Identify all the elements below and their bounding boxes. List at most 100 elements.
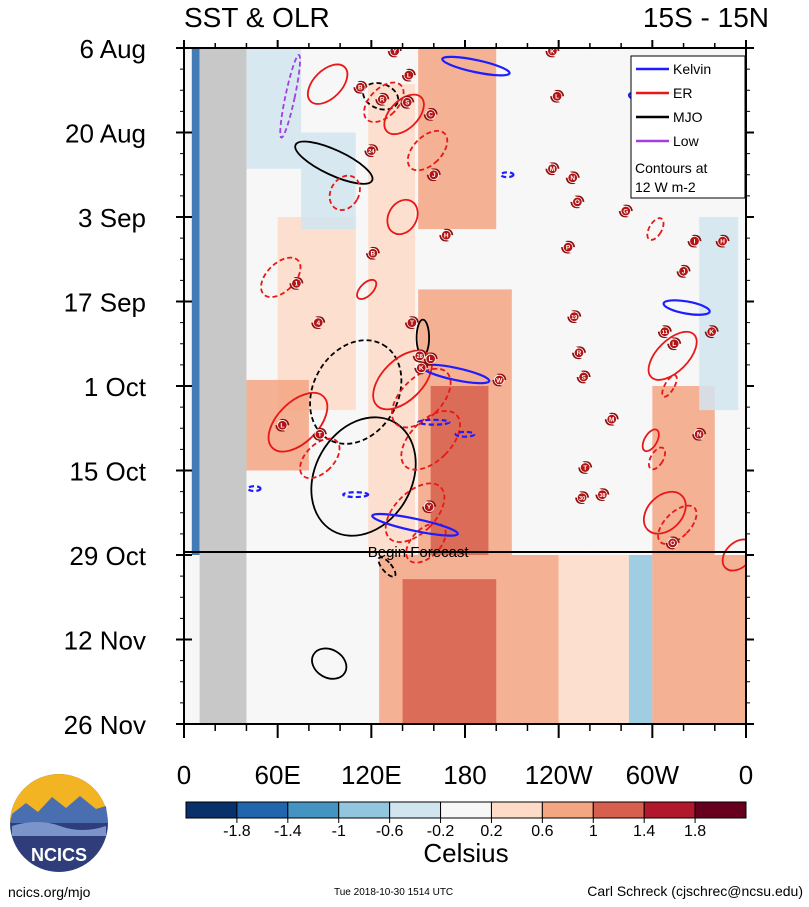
storm-label: J [432, 172, 436, 179]
storm-marker: B [365, 246, 380, 260]
contour-er [721, 538, 746, 572]
storm-label: 4 [316, 320, 320, 327]
storm-marker: T [578, 461, 593, 474]
storm-marker: N [692, 427, 707, 441]
x-tick-label: 0 [739, 760, 753, 790]
contour-er [400, 410, 461, 471]
storm-marker: L [667, 337, 682, 351]
legend-note: 12 W m-2 [635, 179, 696, 195]
contour-er [648, 446, 667, 471]
x-tick-label: 60W [626, 760, 680, 790]
storm-eye [547, 48, 558, 57]
storm-marker: R [571, 346, 586, 360]
storm-marker: O [570, 195, 585, 209]
storm-eye [606, 413, 617, 425]
x-tick-label: 120E [341, 760, 402, 790]
storm-eye [277, 420, 288, 431]
storm-eye [494, 374, 505, 386]
forecast-label: Begin Forecast [368, 544, 470, 561]
storm-marker: G [618, 204, 633, 218]
footer-timestamp: Tue 2018-10-30 1514 UTC [334, 887, 454, 898]
contour-mjo [311, 647, 348, 680]
storm-label: L [429, 356, 433, 363]
colorbar-bin [389, 801, 442, 819]
storm-marker: M [604, 412, 619, 426]
storm-marker: 30 [575, 491, 590, 505]
storm-label: T [410, 320, 414, 327]
storm-label: W [496, 377, 503, 384]
colorbar-tick-label: -0.6 [376, 823, 404, 840]
storm-eye [366, 145, 377, 156]
storm-label: L [407, 72, 411, 79]
x-tick-label: 180 [443, 760, 486, 790]
storm-label: 11 [662, 330, 668, 336]
storm-marker: 24 [364, 144, 379, 158]
footer-url[interactable]: ncics.org/mjo [8, 884, 91, 900]
y-tick-label: 26 Nov [64, 710, 146, 740]
storm-marker: M [545, 162, 560, 176]
y-tick-label: 3 Sep [78, 203, 146, 233]
storm-eye [551, 91, 563, 102]
legend-box [630, 55, 746, 199]
sst-anomaly-region [558, 555, 629, 724]
sst-anomaly-region [246, 555, 364, 724]
y-tick-label: 17 Sep [64, 288, 146, 318]
storm-marker: S [400, 95, 415, 109]
colorbar-tick-label: 0.6 [531, 823, 553, 840]
land-mask [199, 48, 247, 724]
storm-eye [668, 338, 680, 349]
storm-label: K [709, 329, 714, 336]
storm-eye [425, 109, 436, 120]
contour-er [383, 93, 425, 136]
storm-marker: L [275, 418, 290, 432]
contour-mjo [377, 556, 397, 578]
contour-er [406, 129, 449, 172]
contour-er [647, 330, 698, 381]
storm-marker: K [704, 325, 719, 339]
contour-er [384, 482, 446, 544]
legend-label-mjo: MJO [673, 109, 703, 125]
storm-marker: W [492, 373, 507, 387]
storm-eye [402, 97, 413, 108]
storm-marker: I [687, 234, 702, 248]
storm-marker: J [426, 168, 441, 182]
storm-marker: T [312, 427, 327, 441]
x-tick-label: 60E [255, 760, 301, 790]
contour-er [328, 174, 361, 211]
storm-eye [689, 235, 700, 247]
legend-label-low: Low [673, 133, 700, 149]
sst-anomaly-region [418, 48, 497, 230]
contour-kelvin [499, 171, 515, 179]
storm-marker: S [576, 370, 591, 384]
contour-low [279, 54, 301, 139]
storm-eye [706, 326, 717, 337]
ncics-logo-text: NCICS [31, 845, 87, 865]
storm-marker: N [565, 171, 580, 185]
storm-marker: C [423, 107, 438, 121]
storm-marker: P [561, 240, 576, 254]
storm-eye [355, 82, 366, 93]
storm-swirl-icon [387, 48, 402, 58]
contour-mjo [294, 140, 374, 185]
sst-anomaly-region [277, 217, 356, 411]
storm-label: L [280, 423, 284, 430]
storm-label: B [371, 251, 376, 258]
storm-label: L [672, 341, 676, 348]
storm-marker: L [550, 89, 565, 103]
storm-label: O [575, 199, 580, 206]
storm-eye [580, 462, 591, 473]
y-tick-label: 20 Aug [65, 119, 146, 149]
storm-marker: 38 [595, 488, 610, 502]
storm-eye [416, 362, 427, 374]
colorbar-bin [287, 801, 340, 819]
storm-label: 28 [417, 354, 423, 360]
storm-eye [414, 350, 425, 362]
contour-er [267, 391, 329, 453]
storm-marker: Y [387, 48, 402, 58]
storm-eye [377, 94, 388, 105]
y-tick-label: 29 Oct [69, 541, 146, 571]
legend-note: Contours at [635, 160, 707, 176]
colorbar-bin [185, 801, 238, 819]
storm-eye [693, 429, 705, 440]
colorbar-tick-label: -1.4 [274, 823, 302, 840]
